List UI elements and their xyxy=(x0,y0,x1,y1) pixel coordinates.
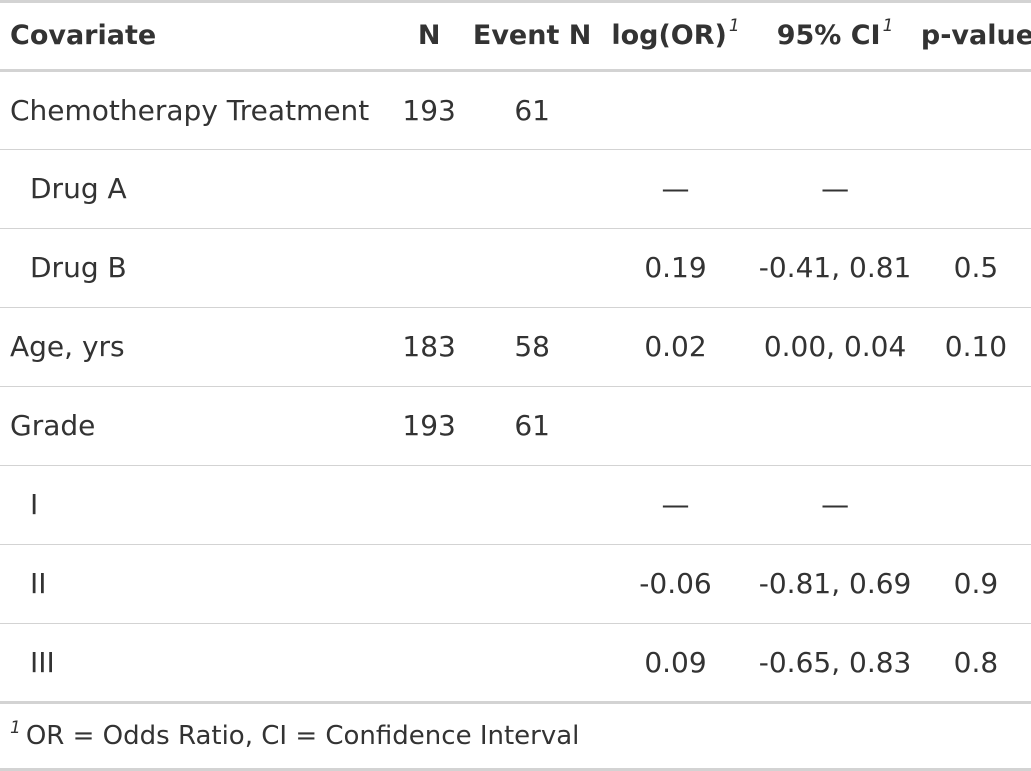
cell-p-value xyxy=(920,464,1031,544)
row-label: Age, yrs xyxy=(0,306,396,386)
header-ci: 95% CI 1 xyxy=(749,3,921,72)
cell-n xyxy=(395,464,463,544)
cell-ci: — xyxy=(749,148,921,228)
table-row: Drug B 0.19 -0.41, 0.81 0.5 xyxy=(0,227,1031,307)
cell-event-n: 61 xyxy=(514,93,550,127)
header-n: N xyxy=(395,3,463,72)
row-label: Drug A xyxy=(0,148,396,228)
table-row: II -0.06 -0.81, 0.69 0.9 xyxy=(0,543,1031,623)
cell-ci xyxy=(749,385,921,465)
cell-p-value: 0.10 xyxy=(920,306,1031,386)
header-log-or-label: log(OR) xyxy=(611,20,727,52)
row-label: Grade xyxy=(0,385,396,465)
cell-n xyxy=(395,227,463,307)
header-log-or: log(OR) 1 xyxy=(601,3,750,72)
cell-event-n: 58 xyxy=(462,306,602,386)
footnote-mark: 1 xyxy=(882,16,894,37)
cell-p-value xyxy=(920,148,1031,228)
row-label: Drug B xyxy=(0,227,396,307)
results-table: Covariate N Event N log(OR) 1 95% CI 1 p-v… xyxy=(0,3,1031,704)
cell-p-value: 0.8 xyxy=(920,622,1031,704)
header-ci-label: 95% CI xyxy=(776,20,881,52)
cell-event-n xyxy=(462,622,602,704)
cell-ci xyxy=(749,70,921,149)
cell-ci: 0.00, 0.04 xyxy=(749,306,921,386)
table-row: III 0.09 -0.65, 0.83 0.8 xyxy=(0,622,1031,704)
cell-event-n xyxy=(462,464,602,544)
cell-event-n xyxy=(462,543,602,623)
cell-p-value xyxy=(920,385,1031,465)
cell-p-value xyxy=(921,70,1031,149)
row-label: II xyxy=(0,543,396,623)
cell-p-value: 0.9 xyxy=(920,543,1031,623)
table-row: I — — xyxy=(0,464,1031,544)
cell-ci: -0.41, 0.81 xyxy=(749,227,921,307)
cell-ci: -0.65, 0.83 xyxy=(749,622,921,704)
table-row: Drug A — — xyxy=(0,148,1031,228)
header-event-n: Event N xyxy=(462,3,602,72)
cell-ci: -0.81, 0.69 xyxy=(749,543,921,623)
table-footnote: 1 OR = Odds Ratio, CI = Confidence Inter… xyxy=(0,704,1031,768)
header-covariate: Covariate xyxy=(0,3,396,72)
footnote-mark: 1 xyxy=(10,717,21,738)
cell-p-value: 0.5 xyxy=(920,227,1031,307)
cell-ci: — xyxy=(749,464,921,544)
header-row: Covariate N Event N log(OR) 1 95% CI 1 p-v… xyxy=(0,3,1031,72)
cell-log-or: 0.09 xyxy=(601,622,750,704)
cell-n: 193 xyxy=(395,385,463,465)
cell-log-or xyxy=(602,70,749,149)
cell-n xyxy=(395,543,463,623)
cell-event-n xyxy=(462,227,602,307)
footnote-text: OR = Odds Ratio, CI = Confidence Interva… xyxy=(25,720,580,751)
footnote-mark: 1 xyxy=(728,16,740,37)
cell-log-or: — xyxy=(601,464,750,544)
cell-n: 183 xyxy=(395,306,463,386)
cell-log-or: 0.19 xyxy=(601,227,750,307)
cell-event-n xyxy=(462,148,602,228)
cell-log-or: 0.02 xyxy=(601,306,750,386)
cell-log-or xyxy=(601,385,750,465)
table-row: Grade 193 61 xyxy=(0,385,1031,465)
header-p-value: p-value xyxy=(920,3,1031,72)
cell-log-or: — xyxy=(601,148,750,228)
cell-n: 193 xyxy=(402,93,456,127)
cell-n xyxy=(395,148,463,228)
cell-event-n: 61 xyxy=(462,385,602,465)
row-label: III xyxy=(0,622,396,704)
table-row: Chemotherapy Treatment 193 61 xyxy=(0,70,1031,149)
cell-log-or: -0.06 xyxy=(601,543,750,623)
row-label: I xyxy=(0,464,396,544)
table-row: Age, yrs 183 58 0.02 0.00, 0.04 0.10 xyxy=(0,306,1031,386)
cell-n xyxy=(395,622,463,704)
row-label: Chemotherapy Treatment xyxy=(10,93,370,127)
